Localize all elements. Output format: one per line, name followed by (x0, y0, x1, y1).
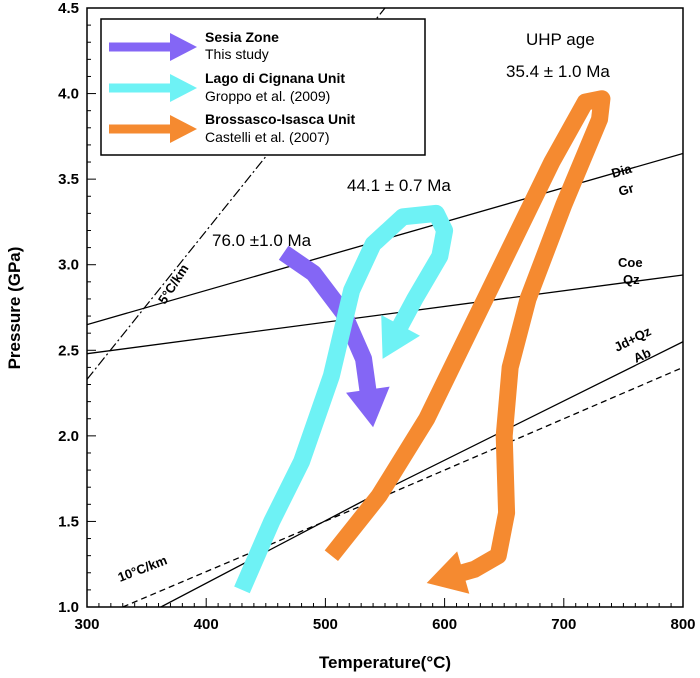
y-tick-label: 4.5 (58, 0, 79, 17)
x-tick-label: 300 (74, 616, 99, 633)
legend-source-sesia: This study (205, 46, 269, 62)
legend-arrow-brossasco (109, 115, 197, 143)
ab-label: Ab (631, 345, 653, 366)
x-tick-label: 800 (670, 616, 695, 633)
x-tick-label: 500 (313, 616, 338, 633)
legend-title-sesia: Sesia Zone (205, 29, 279, 45)
legend-arrow-sesia (109, 33, 197, 61)
gr-label: Gr (617, 180, 636, 199)
brossasco-path (324, 90, 611, 594)
dia-label: Dia (610, 161, 634, 181)
sesia-path-head (346, 386, 390, 428)
cignana-path-head (381, 314, 420, 359)
reaction-line (122, 366, 683, 607)
legend-arrow-cignana (109, 74, 197, 102)
legend-arrow-cignana-head (170, 74, 197, 102)
y-axis-label: Pressure (GPa) (5, 247, 24, 370)
legend-source-cignana: Groppo et al. (2009) (205, 88, 330, 104)
y-tick-label: 1.0 (58, 599, 79, 616)
legend: Sesia Zone This study Lago di Cignana Un… (100, 18, 426, 156)
axis-ticks: 300 400 500 600 700 800 1.0 1.5 2.0 2.5 3.0 3.5 4.0 4… (58, 0, 695, 633)
legend-arrow-brossasco-head (170, 115, 197, 143)
pt-paths (234, 90, 611, 594)
sesia-age-label: 76.0 ±1.0 Ma (212, 231, 312, 250)
y-tick-label: 4.0 (58, 86, 79, 103)
y-tick-label: 2.0 (58, 428, 79, 445)
reaction-line (160, 341, 683, 607)
y-tick-label: 1.5 (58, 513, 79, 530)
x-axis-label: Temperature(°C) (319, 653, 451, 672)
cignana-path-body (234, 204, 454, 594)
y-tick-label: 3.5 (58, 171, 79, 188)
legend-title-brossasco: Brossasco-Isasca Unit (205, 111, 356, 127)
legend-arrow-sesia-head (170, 33, 197, 61)
x-tick-label: 400 (194, 616, 219, 633)
brossasco-path-head (426, 551, 470, 594)
geotherm-10-label: 10°C/km (116, 552, 169, 584)
cignana-path (234, 204, 454, 594)
y-tick-label: 3.0 (58, 257, 79, 274)
legend-source-brossasco: Castelli et al. (2007) (205, 129, 330, 145)
brossasco-path-body (324, 90, 611, 582)
legend-title-cignana: Lago di Cignana Unit (205, 70, 345, 86)
qz-label: Qz (623, 272, 640, 287)
reaction-line (87, 274, 683, 355)
y-tick-label: 2.5 (58, 342, 79, 359)
x-tick-label: 700 (551, 616, 576, 633)
cignana-age-label: 44.1 ± 0.7 Ma (347, 176, 451, 195)
brossasco-age-label: 35.4 ± 1.0 Ma (506, 62, 610, 81)
x-tick-label: 600 (432, 616, 457, 633)
coe-label: Coe (618, 255, 643, 270)
uhp-age-label: UHP age (526, 30, 595, 49)
